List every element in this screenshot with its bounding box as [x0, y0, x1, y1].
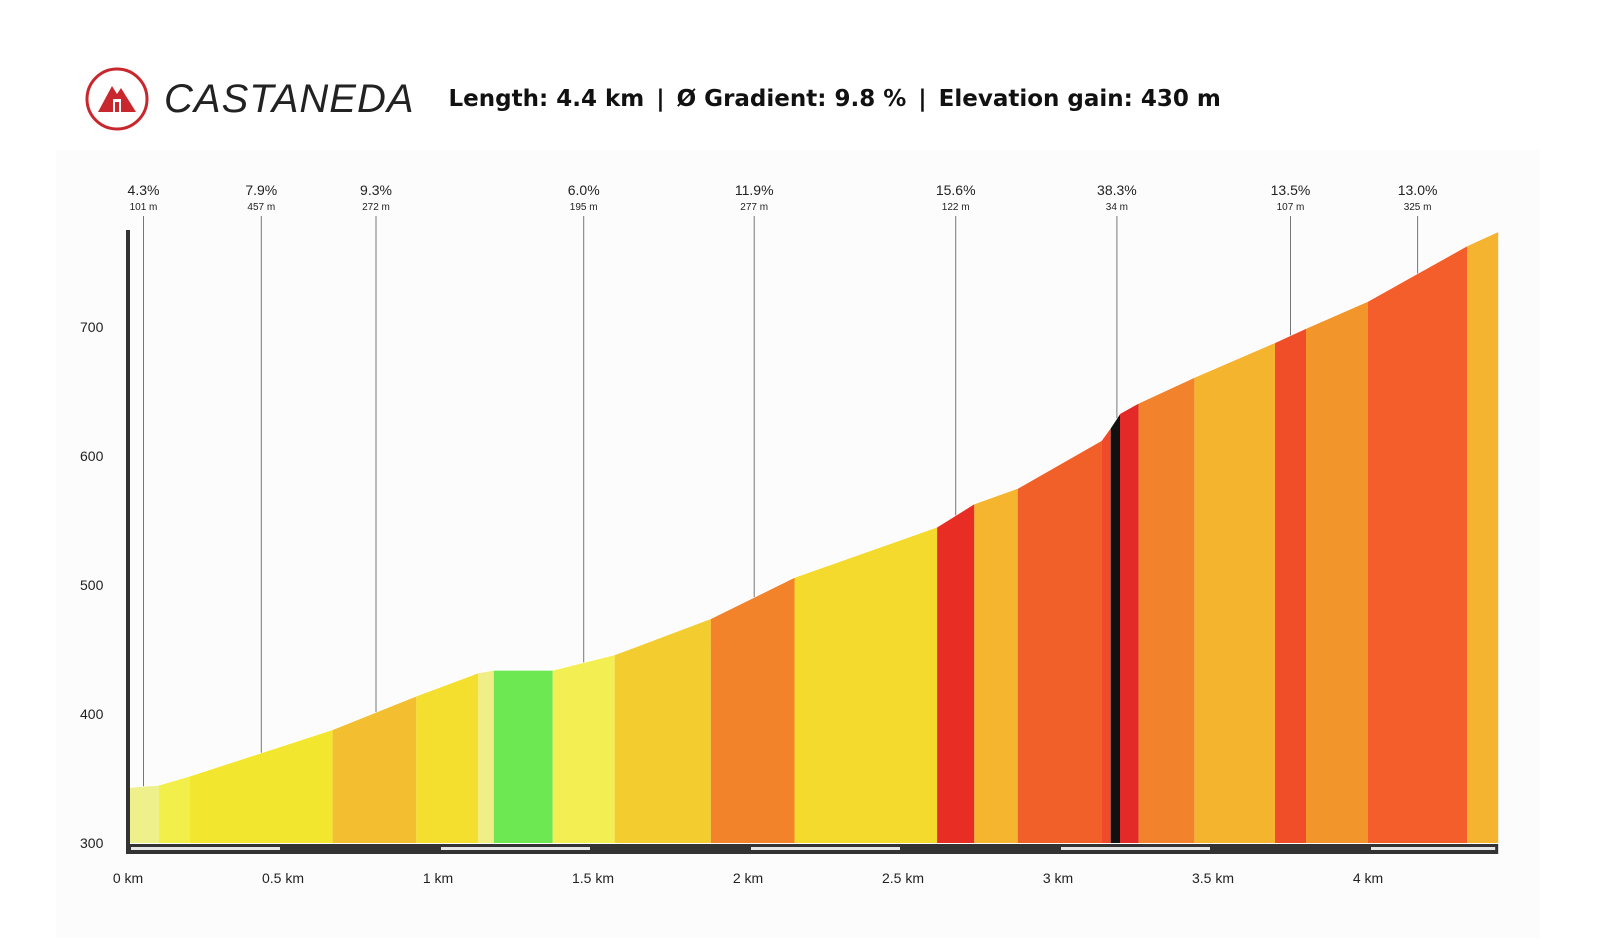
profile-segment: [1017, 440, 1102, 843]
mountain-icon: [85, 67, 149, 131]
profile-segment: [190, 729, 333, 843]
header: CASTANEDA Length: 4.4 km | Ø Gradient: 9…: [84, 64, 1221, 134]
gradient-label: 38.3%: [1097, 182, 1137, 198]
climb-name: CASTANEDA: [164, 76, 415, 121]
gradient-label: 11.9%: [735, 182, 774, 198]
x-tick-label: 4 km: [1353, 870, 1383, 886]
segment-length-label: 325 m: [1404, 202, 1432, 213]
profile-segment: [710, 577, 795, 843]
segment-length-label: 457 m: [247, 202, 275, 213]
segment-length-label: 107 m: [1277, 202, 1305, 213]
profile-segment: [974, 488, 1018, 843]
profile-segment: [128, 784, 159, 843]
profile-segment: [794, 526, 938, 843]
gradient-stat: Ø Gradient: 9.8 %: [676, 86, 907, 112]
profile-segment: [478, 670, 494, 843]
segment-length-label: 277 m: [740, 202, 768, 213]
y-tick-label: 400: [80, 706, 104, 722]
logo-flag-inner: [115, 102, 119, 112]
x-axis-stripe: [131, 847, 280, 850]
x-axis-stripe: [751, 847, 900, 850]
climb-stats: Length: 4.4 km | Ø Gradient: 9.8 % | Ele…: [449, 86, 1221, 112]
profile-chart-panel: 4.3% 101 m 7.9% 457 m 9.3% 272 m 6.0% 195 m 11.9…: [56, 150, 1540, 938]
x-axis-stripe: [1371, 847, 1496, 850]
x-tick-label: 1 km: [423, 870, 453, 886]
gradient-label: 7.9%: [245, 182, 277, 198]
profile-segment: [552, 654, 615, 843]
profile-segment: [332, 695, 417, 843]
gradient-label: 6.0%: [568, 182, 600, 198]
gradient-label: 15.6%: [936, 182, 976, 198]
logo-ring: [85, 67, 149, 131]
profile-segment: [159, 775, 190, 843]
y-tick-label: 500: [80, 577, 104, 593]
profile-segment: [1194, 342, 1275, 843]
x-axis-stripe: [441, 847, 590, 850]
profile-segment: [1120, 403, 1139, 843]
segment-length-label: 34 m: [1106, 202, 1128, 213]
y-tick-label: 700: [80, 319, 104, 335]
elevation-profile-chart: 4.3% 101 m 7.9% 457 m 9.3% 272 m 6.0% 195 m 11.9…: [80, 182, 1499, 886]
x-tick-label: 2.5 km: [882, 870, 924, 886]
segment-length-label: 122 m: [942, 202, 970, 213]
y-tick-label: 600: [80, 448, 104, 464]
profile-segment: [1306, 301, 1368, 843]
x-tick-label: 3.5 km: [1192, 870, 1234, 886]
profile-segment: [1368, 245, 1468, 844]
length-stat: Length: 4.4 km: [448, 86, 645, 112]
profile-segment: [1101, 427, 1111, 843]
profile-segment: [493, 670, 553, 843]
segment-length-label: 101 m: [130, 202, 158, 213]
profile-segment: [1275, 328, 1306, 843]
segment-length-label: 195 m: [570, 202, 598, 213]
gradient-label: 13.0%: [1398, 182, 1438, 198]
profile-segment: [937, 503, 975, 843]
gradient-label: 4.3%: [128, 182, 160, 198]
x-tick-label: 3 km: [1043, 870, 1073, 886]
y-tick-label: 300: [80, 835, 104, 851]
x-axis-stripe: [1061, 847, 1210, 850]
x-tick-label: 0 km: [113, 870, 143, 886]
profile-segment: [416, 672, 479, 843]
stat-separator: |: [656, 86, 665, 112]
x-tick-label: 1.5 km: [572, 870, 614, 886]
profile-segment: [1138, 377, 1195, 843]
profile-outline: [127, 231, 1499, 789]
elevation-stat: Elevation gain: 430 m: [938, 86, 1221, 112]
gradient-label: 9.3%: [360, 182, 392, 198]
x-tick-label: 2 km: [733, 870, 763, 886]
profile-segment: [1467, 231, 1499, 843]
stat-separator: |: [918, 86, 927, 112]
profile-segment: [1110, 413, 1120, 843]
x-tick-label: 0.5 km: [262, 870, 304, 886]
gradient-label: 13.5%: [1271, 182, 1311, 198]
segment-length-label: 272 m: [362, 202, 390, 213]
profile-segment: [614, 618, 711, 843]
